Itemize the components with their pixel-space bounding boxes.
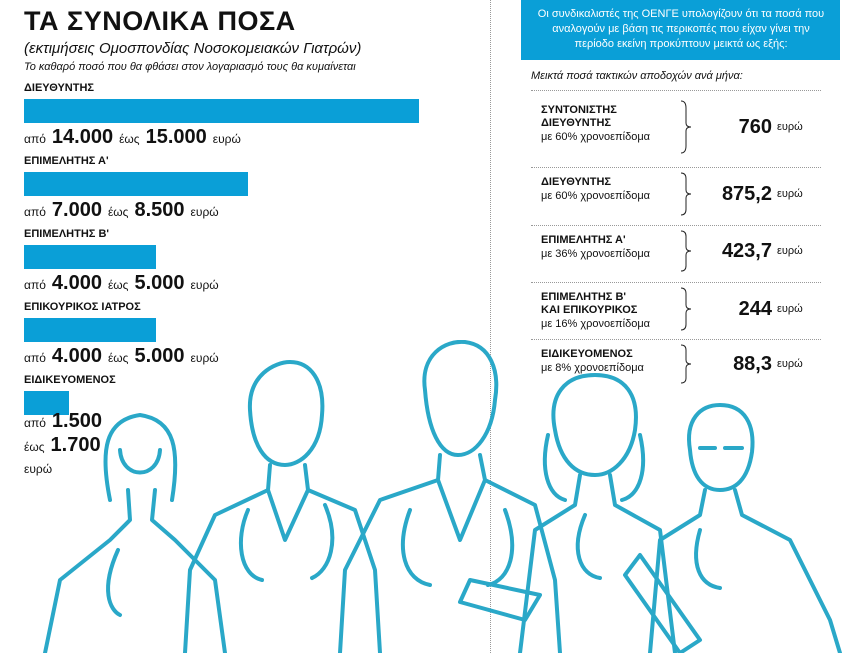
chart-subtitle: (εκτιμήσεις Ομοσπονδίας Νοσοκομειακών Γι…: [24, 40, 362, 57]
range-unit: ευρώ: [190, 205, 219, 219]
range-from-value: 7.000: [51, 199, 102, 221]
table-row-label: ΣΥΝΤΟΝΙΣΤΗΣ ΔΙΕΥΘΥΝΤΗΣ: [541, 104, 617, 130]
table-row-allowance: με 8% χρονοεπίδομα: [541, 362, 644, 374]
range-unit: ευρώ: [24, 462, 53, 476]
bar-category-label: ΕΠΙΜΕΛΗΤΗΣ Α': [24, 155, 109, 167]
table-row-unit: ευρώ: [777, 245, 803, 257]
brace-icon: [680, 287, 692, 331]
bar: [24, 99, 419, 123]
range-unit: ευρώ: [212, 132, 241, 146]
range-to-word: έως: [119, 132, 140, 146]
range-to-value: 15.000: [145, 126, 207, 148]
table-row-value: 875,2: [721, 183, 772, 205]
bar-category-label: ΕΙΔΙΚΕΥΟΜΕΝΟΣ: [24, 374, 116, 386]
bar-range-label: από 1.500 έως 1.700 ευρώ: [24, 410, 108, 480]
range-to-word: έως: [24, 440, 45, 454]
bar-category-label: ΕΠΙΚΟΥΡΙΚΟΣ ΙΑΤΡΟΣ: [24, 301, 141, 313]
range-from-value: 4.000: [51, 345, 102, 367]
table-row-label: ΔΙΕΥΘΥΝΤΗΣ: [541, 176, 611, 189]
table-row-label: ΕΠΙΜΕΛΗΤΗΣ Β' ΚΑΙ ΕΠΙΚΟΥΡΙΚΟΣ: [541, 291, 637, 317]
bar-category-label: ΕΠΙΜΕΛΗΤΗΣ Β': [24, 228, 109, 240]
brace-icon: [680, 344, 692, 384]
brace-icon: [680, 230, 692, 272]
chart-note: Το καθαρό ποσό που θα φθάσει στον λογαρι…: [24, 61, 356, 73]
bar: [24, 391, 69, 415]
range-from-word: από: [24, 205, 46, 219]
table-row-label-line: ΣΥΝΤΟΝΙΣΤΗΣ: [541, 104, 617, 116]
table-row-value: 244: [738, 298, 772, 320]
column-divider: [490, 0, 491, 653]
table-row-label-line: ΕΠΙΜΕΛΗΤΗΣ Β': [541, 291, 626, 303]
bar-range-label: από 7.000 έως 8.500 ευρώ: [24, 199, 225, 222]
table-row-unit: ευρώ: [777, 121, 803, 133]
bar-range-label: από 4.000 έως 5.000 ευρώ: [24, 345, 225, 368]
range-unit: ευρώ: [190, 278, 219, 292]
table-row-value: 760: [738, 116, 772, 138]
table-row-allowance: με 60% χρονοεπίδομα: [541, 190, 651, 202]
range-to-value: 5.000: [134, 272, 185, 294]
range-from-word: από: [24, 351, 46, 365]
range-to-word: έως: [107, 205, 129, 219]
bar-range-label: από 4.000 έως 5.000 ευρώ: [24, 272, 225, 295]
row-separator: [531, 339, 821, 340]
table-row-label: ΕΙΔΙΚΕΥΟΜΕΝΟΣ: [541, 348, 633, 361]
table-row-allowance: με 36% χρονοεπίδομα: [541, 248, 651, 260]
range-from-word: από: [24, 132, 46, 146]
range-line: έως 1.700: [24, 434, 108, 458]
bar: [24, 245, 156, 269]
row-separator: [531, 225, 821, 226]
range-from-value: 1.500: [51, 410, 102, 432]
range-from-word: από: [24, 416, 46, 430]
brace-icon: [680, 100, 692, 154]
table-row-label-line: ΔΙΕΥΘΥΝΤΗΣ: [541, 176, 612, 188]
table-row-allowance: με 60% χρονοεπίδομα: [541, 131, 651, 143]
range-to-word: έως: [107, 351, 129, 365]
bar: [24, 318, 156, 342]
table-subtitle: Μεικτά ποσά τακτικών αποδοχών ανά μήνα:: [531, 70, 743, 82]
range-from-word: από: [24, 278, 46, 292]
intro-text: Οι συνδικαλιστές της ΟΕΝΓΕ υπολογίζουν ό…: [537, 8, 825, 50]
intro-box: [521, 0, 840, 60]
bar: [24, 172, 248, 196]
table-row-allowance: με 16% χρονοεπίδομα: [541, 318, 651, 330]
row-separator: [531, 167, 821, 168]
range-from-value: 14.000: [51, 126, 114, 148]
table-row-label-line: ΕΙΔΙΚΕΥΟΜΕΝΟΣ: [541, 348, 633, 360]
table-row-unit: ευρώ: [777, 303, 803, 315]
doctors-illustration: [43, 340, 842, 653]
table-row-value: 423,7: [721, 240, 772, 262]
range-unit: ευρώ: [190, 351, 219, 365]
table-row-unit: ευρώ: [777, 358, 803, 370]
table-row-value: 88,3: [733, 353, 772, 375]
chart-title: ΤΑ ΣΥΝΟΛΙΚΑ ΠΟΣΑ: [24, 6, 296, 36]
row-separator: [531, 282, 821, 283]
table-row-label-line: ΕΠΙΜΕΛΗΤΗΣ Α': [541, 234, 626, 246]
table-row-label: ΕΠΙΜΕΛΗΤΗΣ Α': [541, 234, 626, 247]
range-from-value: 4.000: [51, 272, 102, 294]
bar-range-label: από 14.000 έως 15.000 ευρώ: [24, 126, 247, 149]
table-row-label-line: ΚΑΙ ΕΠΙΚΟΥΡΙΚΟΣ: [541, 304, 638, 316]
brace-icon: [680, 172, 692, 216]
range-to-value: 1.700: [50, 434, 101, 456]
range-to-word: έως: [107, 278, 129, 292]
range-line: από 1.500: [24, 410, 108, 434]
row-separator: [531, 90, 821, 91]
table-row-unit: ευρώ: [777, 188, 803, 200]
bar-category-label: ΔΙΕΥΘΥΝΤΗΣ: [24, 82, 95, 94]
range-to-value: 8.500: [134, 199, 185, 221]
range-line: ευρώ: [24, 458, 108, 480]
table-row-label-line: ΔΙΕΥΘΥΝΤΗΣ: [541, 117, 612, 129]
range-to-value: 5.000: [134, 345, 185, 367]
